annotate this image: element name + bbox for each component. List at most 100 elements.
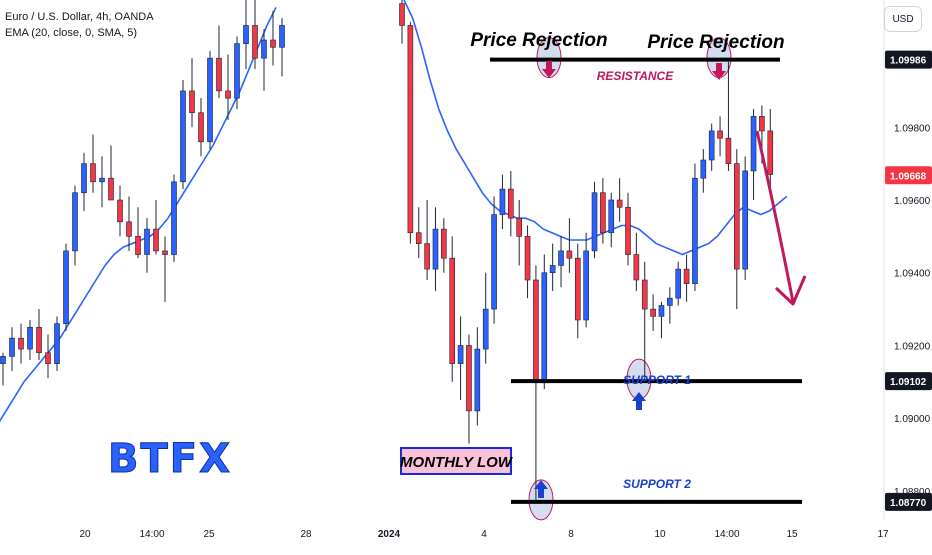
candle-s1-21[interactable] <box>189 90 195 114</box>
indicator-label[interactable]: EMA (20, close, 0, SMA, 5) <box>5 27 138 39</box>
candle-s1-27[interactable] <box>243 25 249 44</box>
candle-s1-29[interactable] <box>261 39 267 59</box>
price-tick-label: 1.09200 <box>894 341 931 352</box>
candle-s2-20[interactable] <box>566 250 573 259</box>
candle-s2-6[interactable] <box>449 257 456 364</box>
candle-s2-26[interactable] <box>616 199 623 208</box>
candle-s1-2[interactable] <box>18 337 24 350</box>
candle-s1-30[interactable] <box>270 39 276 48</box>
candle-s2-8[interactable] <box>466 345 472 412</box>
support-up-arrow-1 <box>632 392 646 410</box>
candle-s2-41[interactable] <box>742 170 748 270</box>
price-axis[interactable]: 1.09800 1.09600 1.09400 1.09200 1.09000 1.088… <box>883 0 932 520</box>
candle-s2-0[interactable] <box>399 3 405 26</box>
candle-s2-9[interactable] <box>474 348 481 412</box>
candle-s2-36[interactable] <box>700 159 707 179</box>
candle-s2-12[interactable] <box>499 188 506 215</box>
candle-s2-13[interactable] <box>508 188 514 219</box>
symbol-title[interactable]: Euro / U.S. Dollar, 4h, OANDA <box>5 11 154 23</box>
candle-s2-10[interactable] <box>482 308 489 350</box>
candle-s1-22[interactable] <box>198 112 204 143</box>
candle-s2-2[interactable] <box>415 232 422 244</box>
candle-s2-5[interactable] <box>441 228 447 259</box>
candle-s2-14[interactable] <box>516 217 522 237</box>
candle-s2-21[interactable] <box>574 257 581 321</box>
candle-s1-13[interactable] <box>117 199 123 223</box>
candle-s2-7[interactable] <box>457 345 464 364</box>
candle-s1-9[interactable] <box>81 163 87 194</box>
candle-s2-3[interactable] <box>424 243 430 270</box>
candle-s2-42[interactable] <box>750 116 757 172</box>
candle-s2-39[interactable] <box>725 137 732 164</box>
price-tag-label: 1.08770 <box>890 498 927 509</box>
candle-s1-26[interactable] <box>234 43 240 99</box>
currency-button[interactable]: USD <box>884 6 922 32</box>
candle-s2-28[interactable] <box>633 254 640 281</box>
time-tick-label: 17 <box>877 529 889 540</box>
candle-s2-27[interactable] <box>625 206 631 255</box>
projection-arrow-line <box>755 130 795 303</box>
candle-s2-40[interactable] <box>733 163 740 270</box>
btfx-logo: BTFX <box>108 436 232 483</box>
candle-s1-17[interactable] <box>153 228 159 252</box>
projection-arrow-head <box>774 275 807 306</box>
candle-s1-15[interactable] <box>135 236 141 255</box>
price-tick-label: 1.09800 <box>894 123 931 134</box>
time-tick-label: 14:00 <box>714 529 739 540</box>
price-tag-box <box>885 492 932 511</box>
candle-s2-23[interactable] <box>591 192 598 252</box>
candle-s2-19[interactable] <box>558 250 564 266</box>
candle-s2-16[interactable] <box>533 279 539 383</box>
candle-s2-1[interactable] <box>407 25 414 234</box>
price-tag-label: 1.09668 <box>890 171 927 182</box>
candle-s1-10[interactable] <box>90 163 96 183</box>
candle-s1-12[interactable] <box>108 177 114 201</box>
candle-s1-14[interactable] <box>126 221 132 237</box>
candle-s2-33[interactable] <box>675 268 682 299</box>
candle-s2-32[interactable] <box>667 297 673 306</box>
price-tag-box <box>885 166 932 185</box>
candle-s2-29[interactable] <box>641 279 648 310</box>
candle-s2-18[interactable] <box>549 265 556 274</box>
candle-s2-31[interactable] <box>658 305 665 317</box>
candle-s2-24[interactable] <box>600 192 606 234</box>
candle-s2-43[interactable] <box>759 116 765 132</box>
candle-s1-31[interactable] <box>279 25 285 48</box>
candle-s1-18[interactable] <box>162 250 168 255</box>
candle-s1-16[interactable] <box>144 228 150 255</box>
candle-s1-3[interactable] <box>27 326 33 350</box>
candle-s1-23[interactable] <box>207 57 213 143</box>
candle-s1-0[interactable] <box>0 356 6 364</box>
price-tag-label: 1.09102 <box>890 377 927 388</box>
candle-s2-11[interactable] <box>491 214 497 310</box>
candle-s1-25[interactable] <box>225 90 231 99</box>
candle-s2-38[interactable] <box>717 130 723 139</box>
time-tick-label: 8 <box>568 529 574 540</box>
candle-s1-5[interactable] <box>45 352 51 364</box>
candle-s1-19[interactable] <box>171 181 177 255</box>
candle-s2-15[interactable] <box>524 236 531 281</box>
candle-s2-25[interactable] <box>608 199 615 234</box>
candle-s1-28[interactable] <box>252 25 258 59</box>
candle-s1-1[interactable] <box>9 337 15 357</box>
candle-s1-24[interactable] <box>216 57 222 92</box>
candle-s1-11[interactable] <box>99 177 105 183</box>
time-axis[interactable]: 20 14:00 25 28 2024 4 8 10 14:00 15 17 <box>79 529 889 540</box>
candle-s2-35[interactable] <box>692 177 698 284</box>
candle-s2-34[interactable] <box>683 268 690 284</box>
candle-s2-17[interactable] <box>541 272 548 383</box>
candles <box>0 0 774 502</box>
candle-s2-4[interactable] <box>432 228 439 270</box>
candle-s1-7[interactable] <box>63 250 69 324</box>
time-tick-label: 15 <box>786 529 798 540</box>
annotations: Price Rejection Price Rejection RESISTANCE… <box>400 30 807 498</box>
candle-s2-37[interactable] <box>708 130 715 161</box>
candle-s2-30[interactable] <box>650 308 656 317</box>
candle-s1-20[interactable] <box>180 90 186 183</box>
candle-s1-8[interactable] <box>72 192 78 252</box>
candle-s1-4[interactable] <box>36 326 42 354</box>
candle-s2-22[interactable] <box>583 250 589 321</box>
candle-s2-44[interactable] <box>767 130 774 175</box>
candle-s1-6[interactable] <box>54 323 60 364</box>
